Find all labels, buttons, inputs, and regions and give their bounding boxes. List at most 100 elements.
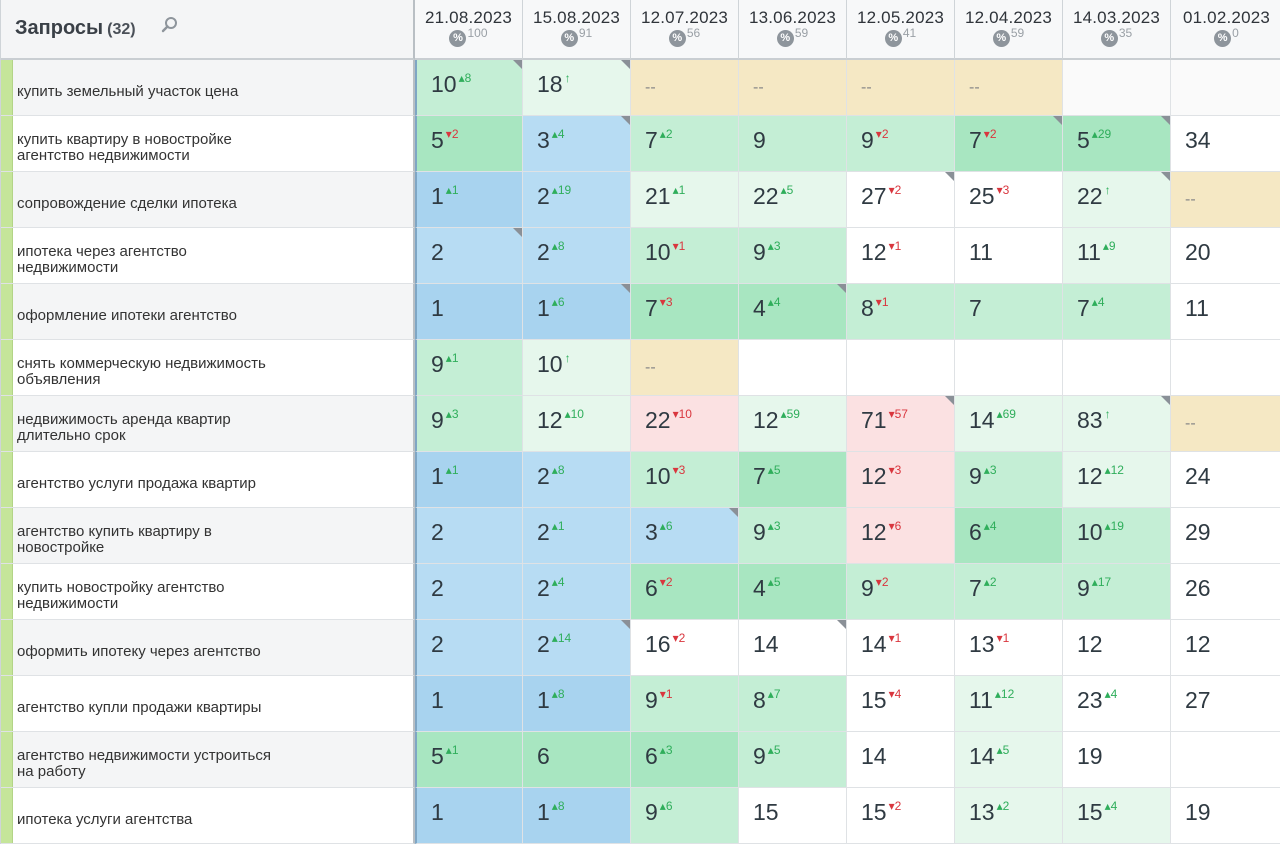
position-cell[interactable]: 10 ↑ (523, 340, 631, 396)
position-cell[interactable]: 12 ▾6 (847, 508, 955, 564)
position-cell[interactable]: 10 ▴8 (415, 60, 523, 116)
position-cell[interactable]: 9 (739, 116, 847, 172)
date-column-header[interactable]: 21.08.2023% 100 (415, 0, 523, 60)
position-cell[interactable]: 15 ▴4 (1063, 788, 1171, 844)
query-row-label[interactable]: купить земельный участок цена (1, 60, 415, 116)
position-cell[interactable]: 19 (1171, 788, 1280, 844)
position-cell[interactable]: 1 ▴8 (523, 788, 631, 844)
position-cell[interactable]: 2 ▴8 (523, 452, 631, 508)
position-cell[interactable]: 6 ▴4 (955, 508, 1063, 564)
position-cell[interactable]: 1 ▴6 (523, 284, 631, 340)
date-column-header[interactable]: 01.02.2023% 0 (1171, 0, 1280, 60)
query-row-label[interactable]: агентство недвижимости устроиться на раб… (1, 732, 415, 788)
position-cell[interactable]: -- (1171, 172, 1280, 228)
position-cell[interactable]: 11 (1171, 284, 1280, 340)
position-cell[interactable]: 12 ▴12 (1063, 452, 1171, 508)
position-cell[interactable]: 2 (415, 508, 523, 564)
query-row-label[interactable]: агентство купить квартиру в новостройке (1, 508, 415, 564)
position-cell[interactable]: 5 ▴29 (1063, 116, 1171, 172)
position-cell[interactable]: 9 ▴6 (631, 788, 739, 844)
query-row-label[interactable]: купить новостройку агентство недвижимост… (1, 564, 415, 620)
position-cell[interactable]: 20 (1171, 228, 1280, 284)
position-cell[interactable]: 8 ▾1 (847, 284, 955, 340)
position-cell[interactable]: 3 ▴6 (631, 508, 739, 564)
position-cell[interactable]: -- (955, 60, 1063, 116)
position-cell[interactable] (739, 340, 847, 396)
position-cell[interactable]: 14 (847, 732, 955, 788)
position-cell[interactable]: 11 (955, 228, 1063, 284)
position-cell[interactable]: 26 (1171, 564, 1280, 620)
date-column-header[interactable]: 15.08.2023% 91 (523, 0, 631, 60)
position-cell[interactable]: 9 ▾1 (631, 676, 739, 732)
position-cell[interactable]: 10 ▾3 (631, 452, 739, 508)
date-column-header[interactable]: 12.04.2023% 59 (955, 0, 1063, 60)
position-cell[interactable]: 14 ▴69 (955, 396, 1063, 452)
position-cell[interactable]: 1 (415, 788, 523, 844)
position-cell[interactable]: 2 ▴19 (523, 172, 631, 228)
position-cell[interactable]: 22 ▴5 (739, 172, 847, 228)
position-cell[interactable]: 23 ▴4 (1063, 676, 1171, 732)
position-cell[interactable]: 7 ▴2 (955, 564, 1063, 620)
position-cell[interactable]: 12 ▴59 (739, 396, 847, 452)
position-cell[interactable]: 16 ▾2 (631, 620, 739, 676)
position-cell[interactable]: 6 (523, 732, 631, 788)
query-row-label[interactable]: агентство купли продажи квартиры (1, 676, 415, 732)
position-cell[interactable]: 22 ▾10 (631, 396, 739, 452)
position-cell[interactable]: 14 ▴5 (955, 732, 1063, 788)
position-cell[interactable]: 2 (415, 228, 523, 284)
search-icon[interactable] (161, 16, 179, 34)
position-cell[interactable]: 29 (1171, 508, 1280, 564)
position-cell[interactable] (1063, 340, 1171, 396)
query-row-label[interactable]: сопровождение сделки ипотека (1, 172, 415, 228)
date-column-header[interactable]: 13.06.2023% 59 (739, 0, 847, 60)
position-cell[interactable]: 9 ▴3 (739, 228, 847, 284)
query-row-label[interactable]: оформление ипотеки агентство (1, 284, 415, 340)
position-cell[interactable]: 3 ▴4 (523, 116, 631, 172)
date-column-header[interactable]: 12.05.2023% 41 (847, 0, 955, 60)
position-cell[interactable]: 9 ▴3 (955, 452, 1063, 508)
position-cell[interactable]: 83 ↑ (1063, 396, 1171, 452)
position-cell[interactable]: 6 ▾2 (631, 564, 739, 620)
position-cell[interactable]: 13 ▴2 (955, 788, 1063, 844)
position-cell[interactable]: 1 ▴1 (415, 452, 523, 508)
position-cell[interactable]: -- (739, 60, 847, 116)
position-cell[interactable]: 71 ▾57 (847, 396, 955, 452)
position-cell[interactable]: 12 (1063, 620, 1171, 676)
position-cell[interactable]: 12 (1171, 620, 1280, 676)
query-row-label[interactable]: снять коммерческую недвижимость объявлен… (1, 340, 415, 396)
query-row-label[interactable]: оформить ипотеку через агентство (1, 620, 415, 676)
position-cell[interactable]: 9 ▾2 (847, 116, 955, 172)
position-cell[interactable]: -- (1171, 396, 1280, 452)
date-column-header[interactable]: 14.03.2023% 35 (1063, 0, 1171, 60)
position-cell[interactable]: 15 ▾2 (847, 788, 955, 844)
position-cell[interactable]: 9 ▴3 (739, 508, 847, 564)
position-cell[interactable]: 11 ▴12 (955, 676, 1063, 732)
position-cell[interactable]: 21 ▴1 (631, 172, 739, 228)
position-cell[interactable]: -- (847, 60, 955, 116)
position-cell[interactable]: 11 ▴9 (1063, 228, 1171, 284)
position-cell[interactable]: 7 ▴2 (631, 116, 739, 172)
date-column-header[interactable]: 12.07.2023% 56 (631, 0, 739, 60)
position-cell[interactable]: 8 ▴7 (739, 676, 847, 732)
position-cell[interactable]: 9 ▴5 (739, 732, 847, 788)
position-cell[interactable]: 12 ▾1 (847, 228, 955, 284)
position-cell[interactable]: 4 ▴4 (739, 284, 847, 340)
position-cell[interactable]: 27 ▾2 (847, 172, 955, 228)
position-cell[interactable]: 1 (415, 676, 523, 732)
position-cell[interactable] (1171, 732, 1280, 788)
query-row-label[interactable]: ипотека через агентство недвижимости (1, 228, 415, 284)
position-cell[interactable]: 15 ▾4 (847, 676, 955, 732)
position-cell[interactable]: 1 (415, 284, 523, 340)
position-cell[interactable]: 22 ↑ (1063, 172, 1171, 228)
position-cell[interactable] (1171, 60, 1280, 116)
position-cell[interactable]: 10 ▴19 (1063, 508, 1171, 564)
position-cell[interactable]: 7 ▴5 (739, 452, 847, 508)
position-cell[interactable]: 7 ▴4 (1063, 284, 1171, 340)
position-cell[interactable]: 2 ▴14 (523, 620, 631, 676)
position-cell[interactable]: 10 ▾1 (631, 228, 739, 284)
position-cell[interactable]: 2 (415, 564, 523, 620)
position-cell[interactable]: 19 (1063, 732, 1171, 788)
position-cell[interactable]: 14 ▾1 (847, 620, 955, 676)
position-cell[interactable]: 5 ▴1 (415, 732, 523, 788)
position-cell[interactable]: 12 ▴10 (523, 396, 631, 452)
